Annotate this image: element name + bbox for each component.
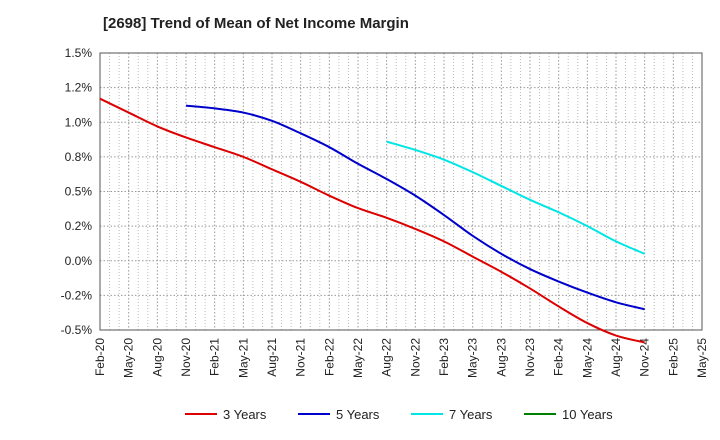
axes: 1.5%1.2%1.0%0.8%0.5%0.2%0.0%-0.2%-0.5%Fe… [61, 46, 709, 378]
grid [100, 53, 702, 330]
legend-label: 5 Years [336, 407, 380, 422]
series-line-7-years [386, 140, 646, 255]
x-tick-label: Aug-22 [380, 338, 394, 377]
y-tick-label: 1.0% [65, 115, 93, 129]
x-tick-label: Feb-20 [93, 338, 107, 376]
x-tick-label: Nov-23 [523, 338, 537, 377]
legend: 3 Years 5 Years 7 Years 10 Years [185, 407, 613, 422]
legend-label: 7 Years [449, 407, 493, 422]
x-tick-label: Feb-23 [437, 338, 451, 376]
x-tick-label: Aug-20 [150, 338, 164, 377]
y-tick-label: 0.0% [65, 254, 93, 268]
y-tick-label: 1.5% [65, 46, 93, 60]
x-tick-label: Nov-22 [408, 338, 422, 377]
y-tick-label: 0.2% [65, 219, 93, 233]
x-tick-label: Aug-21 [265, 338, 279, 377]
series-lines [99, 97, 646, 344]
y-tick-label: 0.5% [65, 185, 93, 199]
x-tick-label: Nov-21 [294, 338, 308, 377]
x-tick-label: May-22 [351, 338, 365, 378]
x-tick-label: Nov-24 [638, 338, 652, 377]
x-tick-label: Nov-20 [179, 338, 193, 377]
y-tick-label: 1.2% [65, 81, 93, 95]
legend-label: 10 Years [562, 407, 613, 422]
x-tick-label: Feb-21 [208, 338, 222, 376]
legend-label: 3 Years [223, 407, 267, 422]
x-tick-label: May-21 [236, 338, 250, 378]
x-tick-label: Feb-22 [322, 338, 336, 376]
x-tick-label: May-20 [122, 338, 136, 378]
x-tick-label: Aug-24 [609, 338, 623, 377]
plot-area-border [99, 52, 703, 331]
chart-title: [2698] Trend of Mean of Net Income Margi… [103, 15, 409, 32]
x-tick-label: May-25 [695, 338, 709, 378]
x-tick-label: May-23 [466, 338, 480, 378]
y-tick-label: -0.5% [61, 323, 93, 337]
x-tick-label: Aug-23 [494, 338, 508, 377]
x-tick-label: May-24 [580, 338, 594, 378]
x-tick-label: Feb-24 [552, 338, 566, 376]
series-line-5-years [185, 104, 645, 311]
series-line-3-years [99, 97, 645, 344]
x-tick-label: Feb-25 [666, 338, 680, 376]
y-tick-label: -0.2% [61, 288, 93, 302]
y-tick-label: 0.8% [65, 150, 93, 164]
